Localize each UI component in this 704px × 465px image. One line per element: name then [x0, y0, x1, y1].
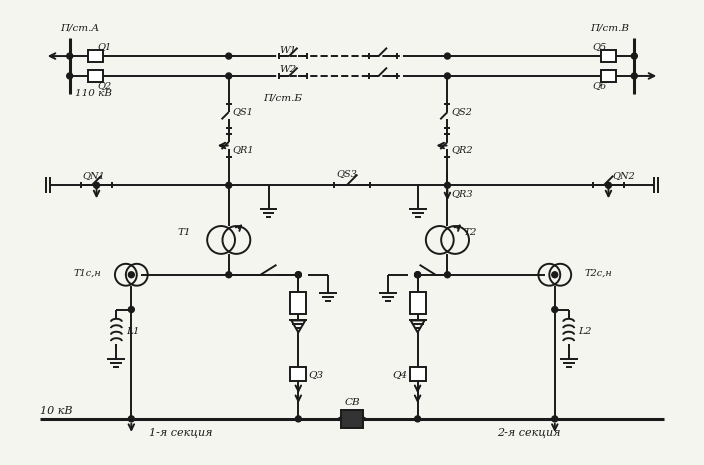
Text: П/ст.В: П/ст.В	[591, 24, 629, 33]
Circle shape	[552, 416, 558, 422]
Circle shape	[226, 182, 232, 188]
Circle shape	[296, 272, 301, 278]
Text: Q6: Q6	[592, 81, 606, 90]
Circle shape	[296, 416, 301, 422]
Text: Q5: Q5	[592, 42, 606, 51]
Circle shape	[444, 272, 451, 278]
Text: Q2: Q2	[98, 81, 112, 90]
Text: T2: T2	[463, 227, 477, 237]
Bar	[410, 292, 425, 313]
Text: L2: L2	[579, 327, 592, 336]
Circle shape	[128, 272, 134, 278]
Circle shape	[226, 272, 232, 278]
Circle shape	[552, 306, 558, 312]
Circle shape	[226, 53, 232, 59]
Text: QR1: QR1	[233, 145, 254, 154]
Circle shape	[444, 53, 451, 59]
Circle shape	[552, 272, 558, 278]
Circle shape	[631, 73, 637, 79]
Bar	[601, 50, 617, 62]
Text: П/ст.А: П/ст.А	[60, 24, 99, 33]
Circle shape	[444, 182, 451, 188]
Text: QR2: QR2	[451, 145, 473, 154]
Text: П/ст.Б: П/ст.Б	[263, 93, 303, 102]
Circle shape	[94, 182, 99, 188]
Text: Q4: Q4	[393, 370, 408, 379]
Text: T1: T1	[177, 227, 191, 237]
Circle shape	[296, 272, 301, 278]
Text: QN1: QN1	[82, 171, 106, 180]
Text: QN2: QN2	[612, 171, 635, 180]
Circle shape	[128, 306, 134, 312]
Text: Q1: Q1	[98, 42, 112, 51]
Bar	[290, 367, 306, 381]
Bar	[341, 410, 363, 428]
Circle shape	[226, 73, 232, 79]
Text: QS3: QS3	[337, 169, 358, 178]
Text: 1-я секция: 1-я секция	[149, 428, 213, 438]
Circle shape	[415, 416, 420, 422]
Text: 110 кВ: 110 кВ	[75, 89, 112, 98]
Text: T1с,н: T1с,н	[74, 268, 101, 277]
Bar	[87, 50, 103, 62]
Text: W1: W1	[279, 46, 297, 54]
Text: W2: W2	[279, 66, 297, 74]
Circle shape	[631, 53, 637, 59]
Circle shape	[415, 272, 420, 278]
Bar	[87, 70, 103, 82]
Circle shape	[67, 73, 73, 79]
Text: 10 кВ: 10 кВ	[40, 406, 73, 416]
Bar	[290, 292, 306, 313]
Bar	[601, 70, 617, 82]
Text: T2с,н: T2с,н	[584, 268, 612, 277]
Circle shape	[605, 182, 612, 188]
Text: L1: L1	[126, 327, 140, 336]
Text: Q3: Q3	[308, 370, 323, 379]
Text: QS1: QS1	[233, 107, 253, 116]
Circle shape	[415, 272, 420, 278]
Text: СВ: СВ	[344, 399, 360, 407]
Bar	[410, 367, 425, 381]
Circle shape	[444, 73, 451, 79]
Circle shape	[67, 53, 73, 59]
Text: QR3: QR3	[451, 189, 473, 198]
Circle shape	[128, 416, 134, 422]
Text: QS2: QS2	[451, 107, 472, 116]
Text: 2-я секция: 2-я секция	[497, 428, 560, 438]
